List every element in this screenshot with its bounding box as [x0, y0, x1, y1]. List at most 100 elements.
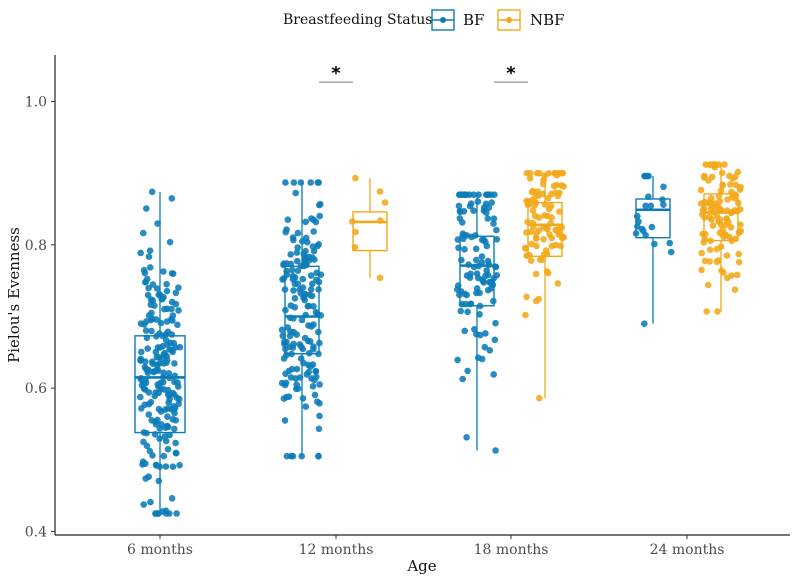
data-point-bf	[493, 236, 501, 243]
data-point-bf	[170, 403, 177, 410]
data-point-bf	[491, 336, 499, 344]
data-point-bf	[175, 307, 182, 314]
x-tick-label: 18 months	[474, 542, 549, 558]
data-point-bf	[163, 352, 170, 360]
data-point-bf	[153, 462, 160, 469]
data-point-bf	[159, 379, 167, 386]
data-point-bf	[280, 355, 288, 362]
y-tick-label: 0.4	[25, 524, 47, 540]
data-point-bf	[292, 189, 300, 197]
data-point-bf	[172, 300, 180, 308]
data-point-nbf	[715, 218, 722, 225]
data-point-nbf	[544, 225, 551, 233]
data-point-bf	[298, 343, 305, 351]
data-point-bf	[488, 279, 495, 286]
data-point-nbf	[547, 202, 555, 210]
data-point-bf	[176, 343, 184, 351]
significance-star: *	[331, 63, 341, 84]
data-point-bf	[647, 202, 655, 210]
data-point-nbf	[701, 172, 708, 180]
data-point-bf	[168, 495, 176, 502]
data-point-bf	[149, 297, 157, 304]
box-nbf-18-months	[527, 173, 563, 399]
data-point-bf	[483, 209, 490, 216]
data-point-nbf	[723, 215, 730, 222]
data-point-nbf	[731, 286, 739, 294]
data-point-nbf	[533, 235, 540, 242]
data-point-bf	[455, 202, 463, 210]
data-point-nbf	[709, 222, 717, 229]
data-point-nbf	[376, 274, 384, 282]
data-point-bf	[145, 284, 152, 292]
data-point-bf	[660, 183, 667, 191]
data-point-bf	[168, 305, 175, 313]
data-point-bf	[312, 308, 320, 316]
legend-label-bf: BF	[463, 11, 484, 29]
data-point-bf	[311, 391, 319, 399]
data-point-nbf	[559, 169, 567, 177]
data-point-bf	[315, 425, 323, 433]
data-point-bf	[156, 344, 164, 351]
data-point-nbf	[728, 272, 735, 280]
data-point-bf	[461, 246, 468, 253]
data-point-bf	[173, 394, 181, 402]
data-point-bf	[463, 434, 470, 441]
data-point-nbf	[529, 187, 537, 195]
data-point-bf	[302, 218, 310, 226]
data-point-bf	[163, 359, 170, 367]
box-iqr	[527, 201, 563, 258]
box-bf-18-months	[459, 194, 495, 451]
data-point-bf	[667, 248, 675, 256]
data-point-bf	[151, 302, 158, 310]
data-point-bf	[140, 266, 148, 274]
data-point-bf	[166, 238, 174, 246]
box-iqr	[284, 265, 320, 355]
data-point-bf	[160, 386, 168, 393]
legend-key-bf-dot	[440, 17, 446, 23]
data-point-bf	[316, 212, 324, 220]
data-point-bf	[461, 327, 469, 335]
data-point-nbf	[703, 308, 710, 315]
data-point-bf	[288, 365, 296, 373]
data-point-bf	[169, 348, 176, 356]
data-point-nbf	[523, 293, 530, 301]
data-point-bf	[145, 411, 153, 418]
data-point-bf	[314, 398, 321, 406]
data-point-bf	[312, 367, 320, 375]
data-point-bf	[486, 347, 494, 354]
data-point-bf	[642, 172, 649, 180]
data-point-bf	[484, 257, 492, 265]
data-point-bf	[140, 229, 147, 237]
data-point-bf	[288, 266, 296, 274]
data-point-bf	[490, 215, 498, 222]
data-point-nbf	[718, 169, 726, 177]
data-point-bf	[165, 370, 173, 377]
data-point-bf	[308, 215, 315, 222]
data-point-bf	[149, 315, 156, 323]
data-point-bf	[478, 253, 486, 260]
data-point-bf	[310, 321, 317, 328]
boxes	[134, 164, 739, 514]
data-point-bf	[294, 280, 302, 288]
data-point-bf	[159, 508, 166, 515]
data-point-nbf	[713, 258, 721, 266]
data-point-bf	[296, 286, 304, 293]
jitter-points	[137, 161, 744, 517]
data-point-bf	[142, 475, 149, 482]
data-point-bf	[158, 355, 165, 363]
data-point-bf	[312, 218, 320, 226]
data-point-nbf	[735, 229, 743, 237]
data-point-bf	[172, 449, 180, 457]
data-point-nbf	[721, 161, 728, 168]
data-point-bf	[164, 445, 172, 453]
data-point-nbf	[546, 231, 553, 238]
data-point-bf	[169, 270, 177, 278]
box-iqr	[134, 335, 186, 434]
data-point-bf	[149, 452, 156, 459]
data-point-bf	[307, 272, 315, 279]
data-point-nbf	[542, 247, 550, 254]
x-tick-label: 24 months	[650, 542, 725, 558]
data-point-bf	[475, 191, 482, 198]
data-point-bf	[289, 452, 297, 460]
